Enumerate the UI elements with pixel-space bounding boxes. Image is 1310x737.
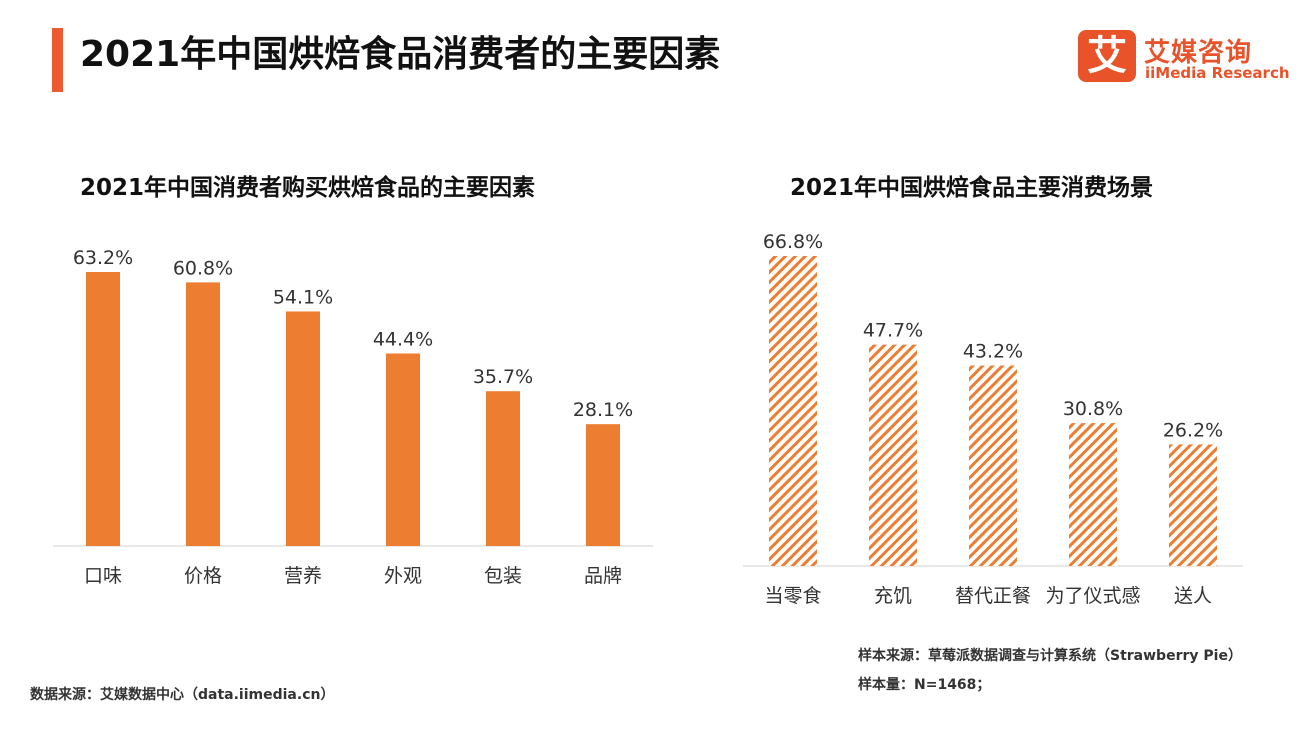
bar [1169,444,1217,566]
sample-source-note: 样本来源：草莓派数据调查与计算系统（Strawberry Pie） [858,648,1242,664]
data-label: 35.7% [473,366,533,388]
logo-text-cn: 艾媒咨询 [1144,38,1253,68]
data-label: 44.4% [373,329,433,351]
category-label: 包装 [484,565,522,587]
data-label: 60.8% [173,257,233,279]
category-label: 价格 [184,565,222,587]
category-label: 替代正餐 [955,585,1031,607]
data-label: 47.7% [863,320,923,342]
data-label: 66.8% [763,231,823,253]
chart-title-consumption-scenes: 2021年中国烘焙食品主要消费场景 [790,175,1154,201]
logo-mark: 艾 [1078,30,1136,82]
data-label: 54.1% [273,286,333,308]
bar [486,391,520,546]
chart-title-purchase-factors: 2021年中国消费者购买烘焙食品的主要因素 [80,175,536,201]
category-label: 为了仪式感 [1045,585,1140,607]
sample-size-note: 样本量：N=1468； [858,677,991,693]
data-label: 26.2% [1163,419,1223,441]
bar [386,353,420,546]
category-label: 充饥 [874,585,912,607]
category-label: 品牌 [584,565,622,587]
bar [186,282,220,546]
category-label: 营养 [284,565,322,587]
bar [286,311,320,546]
data-source-note: 数据来源：艾媒数据中心（data.iimedia.cn） [30,687,335,703]
bar [869,344,917,566]
purchase-factors-chart: 63.2% 口味 60.8% 价格 54.1% 营养 44.4% 外观 35.7% 包装 28.1%… [53,247,653,587]
data-label: 63.2% [73,247,133,269]
bar [969,365,1017,566]
bar [586,424,620,546]
category-label: 外观 [384,565,422,587]
category-label: 送人 [1174,585,1212,607]
category-label: 口味 [84,565,122,587]
category-label: 当零食 [764,585,821,607]
data-label: 30.8% [1063,398,1123,420]
logo-text-en: iiMedia Research [1145,64,1290,82]
bar [86,272,120,546]
bar [1069,423,1117,566]
data-label: 28.1% [573,399,633,421]
bar [769,256,817,566]
page-title: 2021年中国烘焙食品消费者的主要因素 [80,34,721,75]
data-label: 43.2% [963,341,1023,363]
consumption-scenes-chart: 66.8% 当零食 47.7% 充饥 43.2% 替代正餐 30.8% 为了仪式感 26.2% 送… [743,231,1243,607]
title-accent-bar [52,28,63,92]
iimedia-logo: 艾 艾媒咨询 iiMedia Research [1078,30,1290,86]
